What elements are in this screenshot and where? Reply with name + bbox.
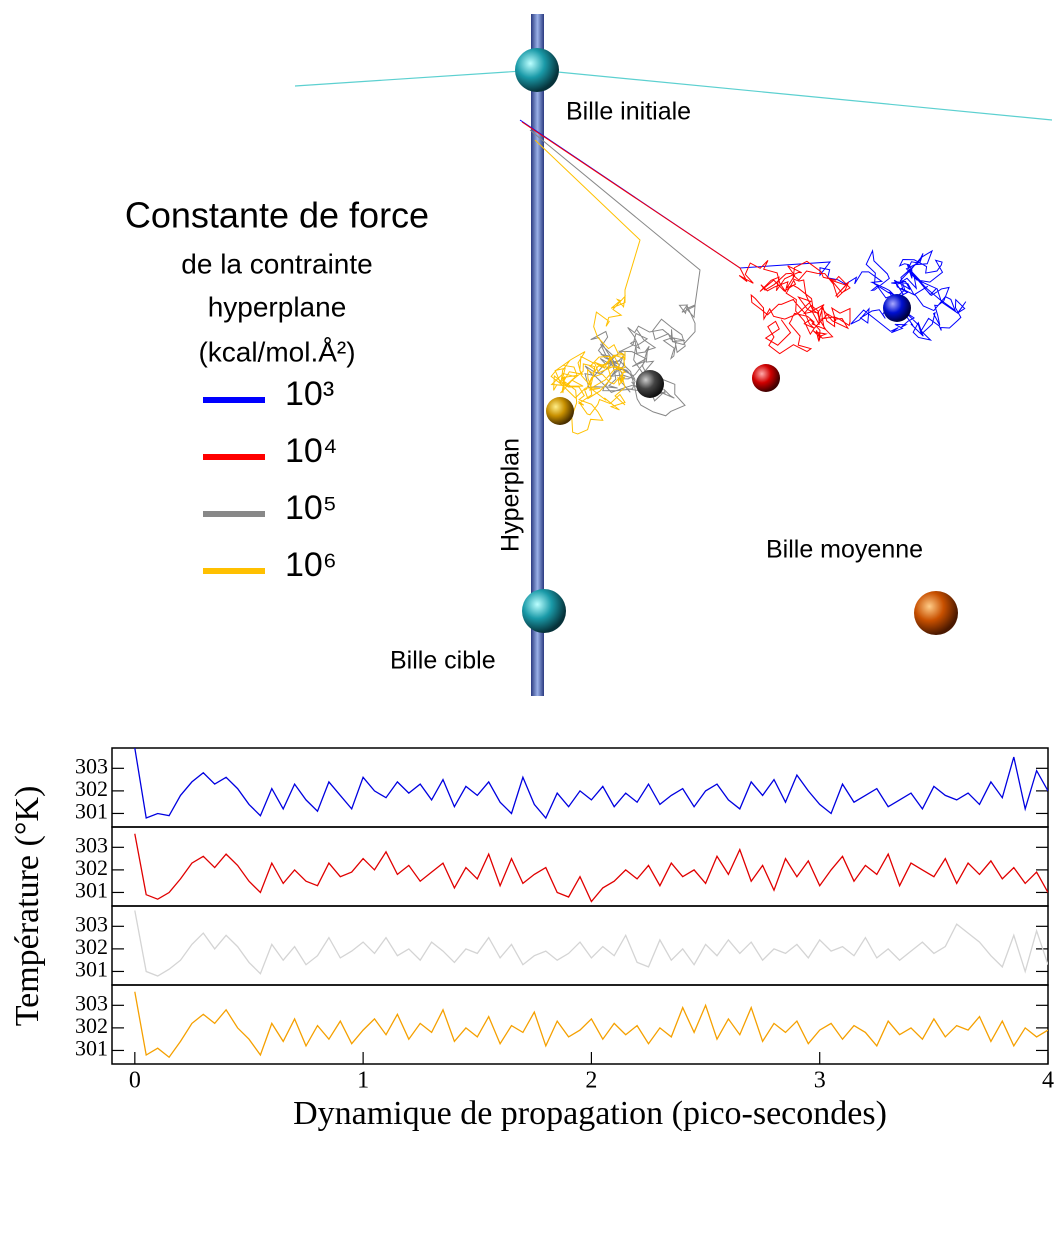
hyperplane-label: Hyperplan xyxy=(497,438,525,552)
legend-title: Constante de force xyxy=(125,195,429,236)
temperature-line xyxy=(134,748,1048,820)
trajectories xyxy=(519,119,967,435)
legend-subtitle: (kcal/mol.Å²) xyxy=(198,336,355,367)
initial-label: Bille initiale xyxy=(566,98,691,126)
y-tick-label: 301 xyxy=(75,957,108,982)
legend-label: 10⁴ xyxy=(285,432,337,470)
y-tick-label: 303 xyxy=(75,990,108,1015)
mean-label: Bille moyenne xyxy=(766,536,923,564)
legend-label: 10⁶ xyxy=(285,546,337,584)
temperature-line xyxy=(134,991,1048,1059)
panel-frame xyxy=(111,747,1049,828)
x-tick-label: 3 xyxy=(814,1068,826,1094)
legend-label: 10³ xyxy=(285,375,334,413)
legend-label: 10⁵ xyxy=(285,489,337,527)
trajectory xyxy=(534,139,641,435)
diagram: Bille initiale Bille moyenne Bille cible… xyxy=(125,14,1053,696)
temperature-line xyxy=(134,833,1048,903)
y-tick-label: 303 xyxy=(75,832,108,857)
mean-bead xyxy=(914,591,958,635)
initial-bead xyxy=(515,48,559,92)
panel-frame xyxy=(111,984,1049,1065)
y-tick-label: 302 xyxy=(75,776,108,801)
y-tick-label: 303 xyxy=(75,911,108,936)
y-tick-label: 303 xyxy=(75,753,108,778)
y-tick-label: 301 xyxy=(75,799,108,824)
trajectory xyxy=(529,129,701,417)
y-tick-label: 301 xyxy=(75,1036,108,1061)
y-axis-label: Température (°K) xyxy=(9,786,46,1027)
x-tick-label: 4 xyxy=(1042,1068,1054,1094)
y-tick-label: 302 xyxy=(75,855,108,880)
y-tick-label: 301 xyxy=(75,878,108,903)
temperature-line xyxy=(134,910,1048,977)
bead-1e5 xyxy=(636,370,664,398)
x-tick-label: 1 xyxy=(357,1068,369,1094)
target-bead xyxy=(522,589,566,633)
x-tick-label: 2 xyxy=(585,1068,597,1094)
bead-1e6 xyxy=(546,397,574,425)
hyperplane-rod xyxy=(531,14,544,696)
x-tick-label: 0 xyxy=(129,1068,141,1094)
y-tick-label: 302 xyxy=(75,1013,108,1038)
x-axis-label: Dynamique de propagation (pico-secondes) xyxy=(293,1095,887,1132)
bead-1e3 xyxy=(883,294,911,322)
legend: 10³ 10⁴ 10⁵ 10⁶ xyxy=(203,375,337,584)
legend-subtitle: de la contrainte xyxy=(181,248,372,279)
y-tick-label: 302 xyxy=(75,934,108,959)
panel-frame xyxy=(111,826,1049,907)
trajectory xyxy=(519,119,967,341)
panel-frame xyxy=(111,905,1049,986)
target-label: Bille cible xyxy=(390,647,496,675)
bead-1e4 xyxy=(752,364,780,392)
legend-subtitle: hyperplane xyxy=(208,291,347,322)
trajectory xyxy=(521,121,851,355)
